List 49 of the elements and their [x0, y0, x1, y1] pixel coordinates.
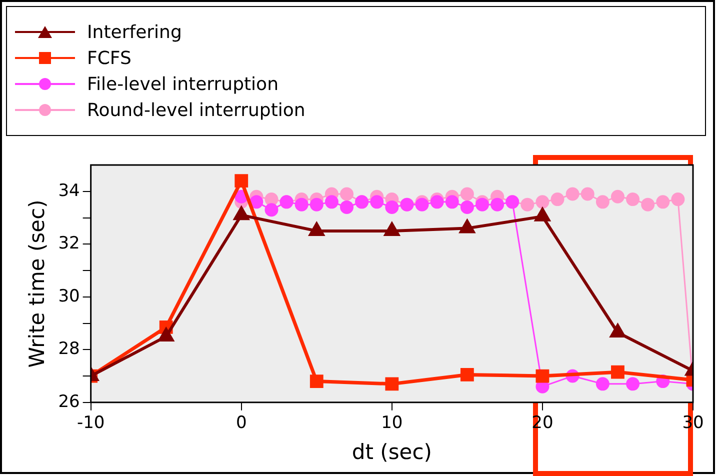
x-tick-label: 0 — [236, 413, 247, 434]
point — [294, 198, 308, 212]
point — [340, 200, 354, 214]
legend-label: FCFS — [87, 48, 132, 68]
point — [520, 198, 534, 212]
x-tick-label: 10 — [381, 413, 403, 434]
point — [641, 198, 655, 212]
point — [566, 187, 580, 201]
y-tick-label: 28 — [58, 339, 80, 360]
point — [250, 195, 264, 209]
point — [536, 195, 550, 209]
legend-label: Interfering — [87, 22, 182, 42]
point — [460, 187, 474, 201]
point — [656, 195, 670, 209]
point — [415, 198, 429, 212]
legend-label: Round-level interruption — [87, 100, 306, 120]
x-tick-label: -10 — [76, 413, 105, 434]
y-axis-title: Write time (sec) — [25, 200, 50, 368]
point — [536, 369, 550, 383]
point — [340, 187, 354, 201]
point — [370, 195, 384, 209]
point — [234, 174, 248, 188]
point — [430, 195, 444, 209]
point — [460, 368, 474, 382]
y-tick-label: 34 — [58, 180, 80, 201]
x-axis-title: dt (sec) — [352, 440, 432, 464]
point — [626, 192, 640, 206]
point — [460, 200, 474, 214]
point — [490, 198, 504, 212]
point — [324, 195, 338, 209]
point — [580, 187, 594, 201]
point — [385, 377, 399, 391]
y-tick-label: 26 — [58, 392, 80, 412]
point — [385, 200, 399, 214]
point — [264, 203, 278, 217]
point — [596, 195, 610, 209]
point — [626, 377, 640, 391]
point — [671, 192, 685, 206]
point — [310, 198, 324, 212]
point — [596, 377, 610, 391]
legend-label: File-level interruption — [87, 74, 278, 94]
point — [610, 190, 624, 204]
y-tick-label: 32 — [58, 234, 80, 254]
point — [550, 192, 564, 206]
y-tick-label: 30 — [58, 286, 80, 306]
point — [310, 374, 324, 388]
point — [445, 195, 459, 209]
point — [611, 365, 624, 379]
point — [475, 198, 489, 212]
